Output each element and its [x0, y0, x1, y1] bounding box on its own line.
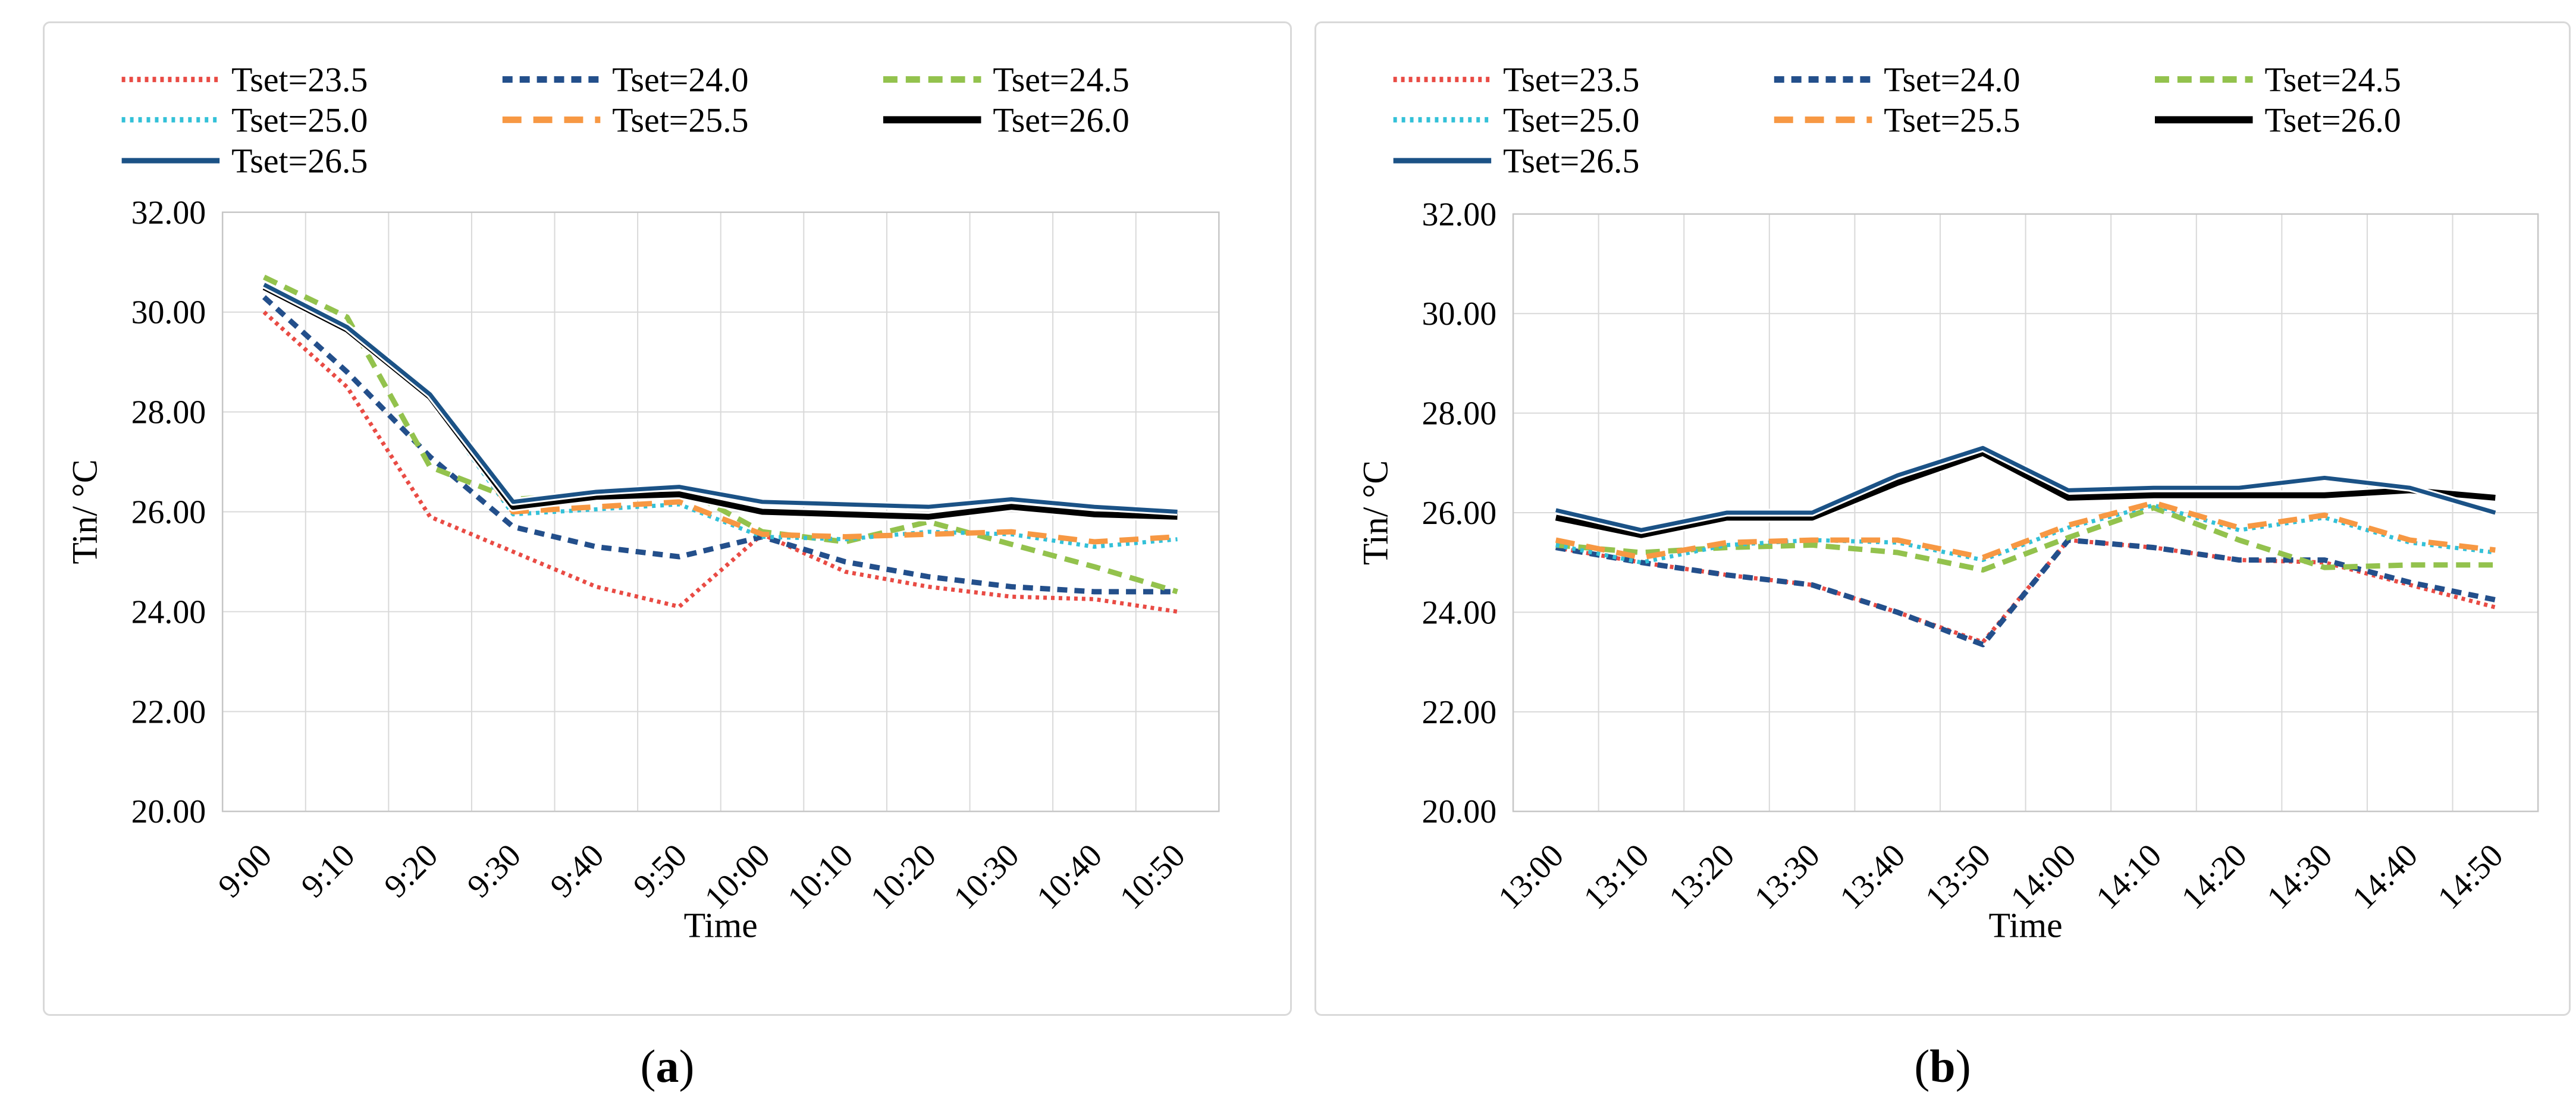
plot-border-b — [1512, 213, 2539, 812]
legend-item-Tset=24.5: Tset=24.5 — [883, 61, 1129, 99]
legend-label-Tset=25.5: Tset=25.5 — [612, 101, 748, 139]
y-axis-title-b: Tin/ °C — [1356, 460, 1395, 565]
legend-item-Tset=24.5: Tset=24.5 — [2154, 61, 2401, 99]
gridlines-b — [1513, 213, 2539, 812]
x-tick-label-b-14:50: 14:50 — [2431, 837, 2511, 917]
chart-b-canvas: 32.00 30.00 28.00 26.00 24.00 22.00 20.00 13:00… — [1356, 61, 2539, 944]
y-tick-label-b-20.00: 20.00 — [1422, 793, 1497, 830]
series-line-Tset=26.5 — [263, 283, 1178, 514]
caption-b: (b) — [1314, 1034, 2571, 1099]
x-tick-label-b-13:00: 13:00 — [1491, 837, 1571, 917]
legend-label-Tset=26.0: Tset=26.0 — [2264, 101, 2401, 139]
legend-item-Tset=26.0: Tset=26.0 — [883, 101, 1129, 139]
legend-label-Tset=25.0: Tset=25.0 — [1503, 101, 1639, 139]
legend-label-Tset=24.5: Tset=24.5 — [993, 61, 1129, 99]
plot-border-a — [221, 211, 1220, 812]
legend-label-Tset=26.0: Tset=26.0 — [993, 101, 1129, 139]
x-tick-label-b-14:30: 14:30 — [2260, 837, 2340, 917]
x-tick-label-b-13:10: 13:10 — [1577, 837, 1656, 917]
caption-b-letter: b — [1929, 1040, 1956, 1092]
legend-item-Tset=26.0: Tset=26.0 — [2154, 101, 2401, 139]
caption-b-close: ) — [1955, 1040, 1971, 1092]
legend-label-Tset=24.0: Tset=24.0 — [612, 61, 748, 99]
x-axis-title-b: Time — [1989, 905, 2063, 944]
y-tick-label-a-24.00: 24.00 — [131, 594, 206, 630]
x-tick-label-b-14:10: 14:10 — [2089, 837, 2169, 917]
x-tick-label-b-13:20: 13:20 — [1662, 837, 1742, 917]
series-line-Tset=25.5 — [1555, 500, 2496, 560]
series-line-Tset=24.0 — [1555, 537, 2496, 648]
y-tick-label-b-28.00: 28.00 — [1422, 396, 1497, 432]
caption-a-close: ) — [679, 1040, 695, 1092]
legend-label-Tset=24.0: Tset=24.0 — [1884, 61, 2020, 99]
caption-a-letter: a — [655, 1040, 679, 1092]
legend-label-Tset=26.5: Tset=26.5 — [231, 142, 368, 180]
panel-b: 32.00 30.00 28.00 26.00 24.00 22.00 20.00 13:00… — [1314, 21, 2571, 1016]
legend-item-Tset=23.5: Tset=23.5 — [1393, 61, 1639, 99]
legend-item-Tset=26.5: Tset=26.5 — [121, 142, 368, 180]
x-tick-label-a-9:20: 9:20 — [377, 837, 445, 905]
legend-item-Tset=26.5: Tset=26.5 — [1393, 142, 1639, 180]
legend-item-Tset=24.0: Tset=24.0 — [1774, 61, 2020, 99]
x-tick-label-a-9:10: 9:10 — [294, 837, 362, 905]
legend-item-Tset=25.0: Tset=25.0 — [1393, 101, 1639, 139]
series-line-Tset=26.0 — [1555, 450, 2496, 538]
legend-item-Tset=25.5: Tset=25.5 — [1774, 101, 2020, 139]
caption-b-open: ( — [1914, 1040, 1930, 1092]
y-tick-label-b-22.00: 22.00 — [1422, 694, 1497, 731]
caption-a-open: ( — [640, 1040, 656, 1092]
legend-item-Tset=24.0: Tset=24.0 — [502, 61, 749, 99]
legend-label-Tset=25.0: Tset=25.0 — [231, 101, 368, 139]
series-line-Tset=26.5 — [1555, 445, 2496, 532]
x-tick-label-b-14:40: 14:40 — [2345, 837, 2425, 917]
series-line-Tset=24.5 — [262, 274, 1178, 595]
y-tick-label-b-26.00: 26.00 — [1422, 495, 1497, 532]
x-tick-label-a-9:40: 9:40 — [543, 837, 611, 905]
x-tick-label-b-14:20: 14:20 — [2175, 837, 2254, 917]
x-axis-title-a: Time — [684, 905, 758, 944]
legend-item-Tset=25.5: Tset=25.5 — [502, 101, 749, 139]
y-tick-label-a-28.00: 28.00 — [131, 394, 206, 431]
x-tick-label-b-14:00: 14:00 — [2004, 837, 2084, 917]
y-tick-label-b-32.00: 32.00 — [1422, 196, 1497, 233]
x-tick-label-a-9:50: 9:50 — [626, 837, 694, 905]
caption-a: (a) — [43, 1034, 1292, 1099]
legend-label-Tset=24.5: Tset=24.5 — [2264, 61, 2401, 99]
y-tick-label-a-30.00: 30.00 — [131, 294, 206, 331]
x-tick-label-a-10:40: 10:40 — [1030, 837, 1109, 917]
x-tick-label-a-10:10: 10:10 — [781, 837, 861, 917]
x-tick-label-b-13:50: 13:50 — [1918, 837, 1998, 917]
legend-item-Tset=25.0: Tset=25.0 — [121, 101, 368, 139]
y-tick-label-a-26.00: 26.00 — [131, 494, 206, 531]
x-tick-label-a-10:20: 10:20 — [864, 837, 943, 917]
x-tick-label-b-13:40: 13:40 — [1833, 837, 1913, 917]
panel-a: 32.00 30.00 28.00 26.00 24.00 22.00 20.00 9:00 9… — [43, 21, 1292, 1016]
series-line-Tset=25.0 — [1555, 503, 2496, 565]
x-tick-label-b-13:30: 13:30 — [1747, 837, 1827, 917]
x-tick-label-a-9:00: 9:00 — [211, 837, 279, 905]
x-tick-label-a-10:50: 10:50 — [1113, 837, 1193, 917]
legend-label-Tset=23.5: Tset=23.5 — [231, 61, 368, 99]
series-line-Tset=24.5 — [1555, 505, 2496, 573]
y-tick-label-a-32.00: 32.00 — [131, 194, 206, 231]
legend-label-Tset=23.5: Tset=23.5 — [1503, 61, 1639, 99]
y-tick-label-b-30.00: 30.00 — [1422, 296, 1497, 332]
y-tick-label-b-24.00: 24.00 — [1422, 594, 1497, 631]
x-tick-label-a-10:30: 10:30 — [947, 837, 1027, 917]
x-tick-label-a-9:30: 9:30 — [460, 837, 528, 905]
legend-item-Tset=23.5: Tset=23.5 — [121, 61, 368, 99]
legend-label-Tset=26.5: Tset=26.5 — [1503, 142, 1639, 180]
x-tick-label-a-10:00: 10:00 — [698, 837, 777, 917]
y-axis-title-a: Tin/ °C — [65, 459, 105, 564]
y-tick-label-a-20.00: 20.00 — [131, 793, 206, 830]
series-line-Tset=23.5 — [262, 310, 1178, 614]
legend-label-Tset=25.5: Tset=25.5 — [1884, 101, 2020, 139]
y-tick-label-a-22.00: 22.00 — [131, 693, 206, 730]
